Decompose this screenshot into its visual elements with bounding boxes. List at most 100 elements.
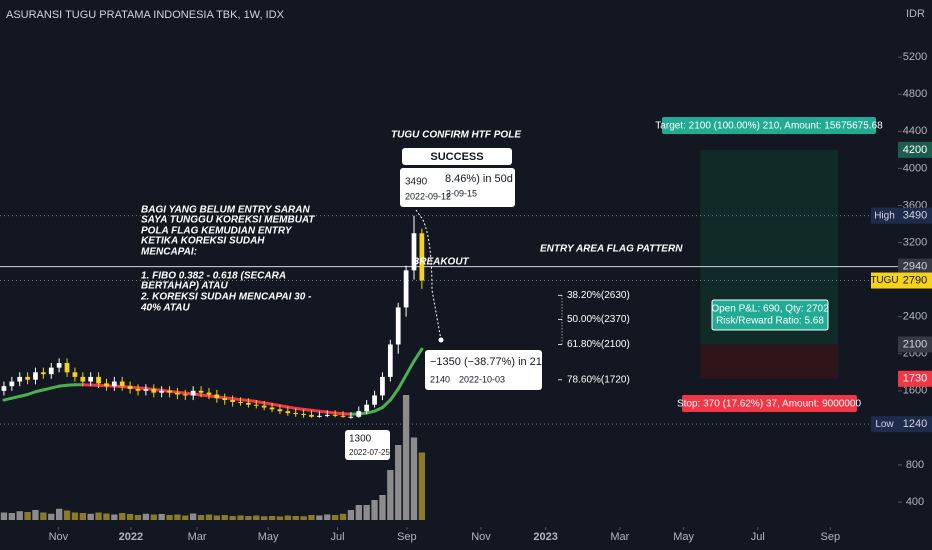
candle-body (135, 388, 141, 391)
x-tick-label: May (673, 531, 694, 543)
pnl-bg (711, 299, 829, 331)
candle-body (64, 363, 70, 373)
x-tick-label: 2022 (119, 531, 143, 543)
candle-body (206, 392, 212, 395)
volume-bar (32, 510, 39, 520)
candle-body (17, 376, 23, 382)
price-line-label: Low (875, 419, 894, 430)
candle-body (293, 413, 299, 415)
volume-bar (308, 515, 315, 520)
volume-bar (379, 495, 386, 520)
volume-bar (387, 470, 394, 520)
measure-down: −1350 (−38.77%) in 21d (430, 356, 548, 368)
fib-label: 50.00%(2370) (567, 314, 630, 325)
measure-up: 3490 (405, 177, 428, 188)
y-tick-label: 3200 (903, 236, 927, 248)
y-tick-label: 800 (906, 459, 924, 471)
candle-body (48, 367, 54, 375)
stop-zone (700, 344, 839, 379)
candle-body (301, 413, 306, 415)
volume-bar (221, 515, 228, 520)
candle-body (419, 233, 425, 281)
candle-body (1, 386, 7, 391)
pnl-label: Risk/Reward Ratio: 5.68 (716, 316, 824, 327)
price-badge: 3490 (903, 210, 927, 222)
price-line-label-bg (871, 272, 898, 289)
volume-bar (213, 515, 221, 520)
volume-bar (166, 515, 173, 520)
target-badge-bg (898, 141, 932, 158)
volume-bar (55, 508, 63, 520)
candle-body (222, 398, 228, 401)
volume-bar (197, 515, 205, 520)
candle-body (332, 414, 338, 416)
volume-bar (253, 515, 260, 520)
candle-body (356, 411, 362, 417)
measure-down: 2140 (430, 374, 450, 384)
measure-up-bg (400, 168, 515, 207)
breakout-label: BREAKOUT (412, 257, 470, 268)
price-badge: 1240 (903, 418, 927, 430)
volume-bar (418, 452, 426, 520)
volume-bar (331, 515, 339, 520)
volume-bar (300, 516, 307, 520)
volume-bar (339, 513, 347, 520)
candle-body (387, 344, 393, 377)
measure-up: 8.46%) in 50d (445, 173, 513, 185)
moving-average (412, 347, 424, 363)
candle-body (340, 415, 346, 417)
y-tick-label: 400 (906, 496, 924, 508)
x-tick-label: Jul (330, 531, 344, 543)
moving-average (388, 387, 400, 402)
x-tick-label: May (258, 531, 279, 543)
stop-badge-bg (898, 370, 932, 387)
volume-bar (63, 510, 71, 520)
volume-bar (134, 515, 142, 520)
volume-bar (284, 515, 291, 520)
y-tick-label: 5200 (903, 51, 927, 63)
volume-bar (237, 515, 244, 520)
candle-body (119, 381, 125, 387)
stop-label: Stop: 370 (17.62%) 37, Amount: 9000000 (677, 399, 861, 410)
candle-body (309, 414, 314, 417)
candle-body (411, 233, 417, 271)
candle-body (230, 400, 235, 402)
volume-bar (95, 512, 102, 520)
candle-body (238, 401, 243, 403)
note-line: SAYA TUNGGU KOREKSI MEMBUAT (141, 215, 315, 226)
candle-body (127, 386, 133, 389)
candle-body (403, 270, 409, 308)
candle-body (348, 416, 354, 418)
price-line-label: TUGU (870, 275, 898, 286)
volume-bar (174, 514, 181, 520)
measure-up: 2-09-15 (446, 188, 477, 198)
volume-bar (190, 513, 197, 520)
measure-arrow (415, 209, 442, 341)
note-line: BAGI YANG BELUM ENTRY SARAN (141, 205, 310, 216)
candle-body (175, 392, 180, 395)
target-label-bg (662, 117, 876, 134)
moving-average (380, 398, 392, 409)
volume-bar (371, 500, 378, 520)
candle-body (167, 390, 172, 393)
volume-bar (355, 505, 362, 520)
candle-body (72, 372, 78, 377)
candle-body (80, 376, 86, 382)
success-label: SUCCESS (430, 151, 483, 163)
volume-bar (182, 515, 189, 520)
candle-body (198, 390, 204, 393)
volume-bar (402, 395, 410, 520)
candle-body (261, 405, 267, 408)
x-tick-label: Nov (49, 531, 69, 543)
target-label: Target: 2100 (100.00%) 210, Amount: 1567… (655, 121, 883, 132)
fib-label: 38.20%(2630) (567, 290, 630, 301)
x-tick-label: Sep (397, 531, 417, 543)
measure-up: 2022-09-12 (405, 191, 451, 201)
candle-body (143, 388, 149, 391)
low-box: 1300 (349, 434, 372, 445)
x-tick-label: Mar (610, 531, 629, 543)
volume-bar (126, 514, 134, 520)
volume-bar (24, 512, 31, 520)
volume-bar (292, 516, 299, 520)
volume-bar (79, 513, 86, 520)
